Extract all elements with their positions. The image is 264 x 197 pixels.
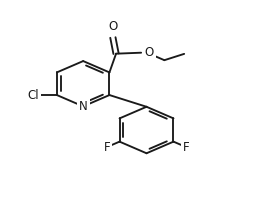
Text: F: F [183, 141, 189, 153]
Text: F: F [104, 141, 110, 153]
Text: Cl: Cl [27, 89, 39, 101]
Text: O: O [108, 20, 117, 33]
Text: O: O [145, 46, 154, 59]
Text: N: N [79, 100, 88, 113]
